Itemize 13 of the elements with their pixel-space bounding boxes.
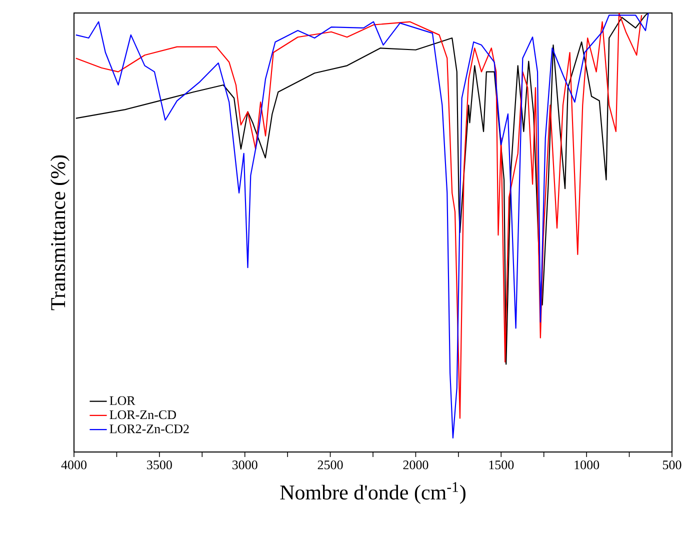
x-tick-label: 1500 <box>489 460 514 470</box>
x-tick-label: 4000 <box>61 460 87 470</box>
legend-label: LOR <box>110 396 136 406</box>
legend-label: LOR-Zn-CD <box>110 410 176 420</box>
legend-label: LOR2-Zn-CD2 <box>110 424 189 434</box>
y-axis-title: Transmittance (%) <box>50 155 70 310</box>
x-tick-label: 2000 <box>403 460 428 470</box>
x-axis-title: Nombre d'onde (cm$^{-1}$) <box>280 482 466 504</box>
x-tick-label: 500 <box>662 460 682 470</box>
x-tick-label: 2500 <box>318 460 343 470</box>
x-tick-label: 1000 <box>574 460 600 470</box>
x-tick-label: 3000 <box>232 460 258 470</box>
x-tick-label: 3500 <box>147 460 172 470</box>
